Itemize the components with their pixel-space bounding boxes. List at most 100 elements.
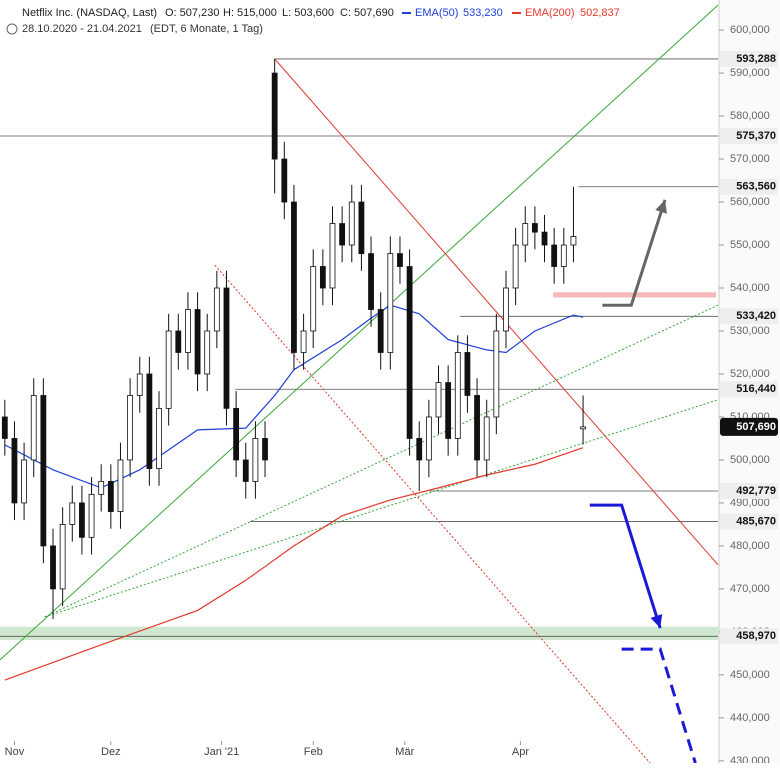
x-tick-label: Feb xyxy=(304,746,323,758)
y-tick-label: 450,000 xyxy=(730,669,770,681)
ohlc-close: C: 507,690 xyxy=(340,7,394,19)
candle-body xyxy=(204,330,211,375)
arrow xyxy=(602,199,667,307)
y-tick-label: 470,000 xyxy=(730,583,770,595)
candle-body xyxy=(69,502,76,525)
y-tick-label: 490,000 xyxy=(730,497,770,509)
legend-value: 502,837 xyxy=(580,7,620,19)
level-label: 458,970 xyxy=(736,630,776,642)
y-tick-label: 580,000 xyxy=(730,110,770,122)
candle-body xyxy=(570,236,577,246)
candle-body xyxy=(560,244,567,267)
chart-title: Netflix Inc. (NASDAQ, Last) xyxy=(22,7,157,19)
level-label-bg xyxy=(720,628,778,645)
y-tick-label: 430,000 xyxy=(730,755,770,763)
period-note: (EDT, 6 Monate, 1 Tag) xyxy=(150,23,263,35)
candle-body xyxy=(464,352,471,396)
candle-body xyxy=(551,244,558,267)
candle-body xyxy=(252,438,259,482)
candle-body xyxy=(358,201,365,255)
level-label: 533,420 xyxy=(736,310,776,322)
clock-icon xyxy=(6,23,18,35)
trend-line xyxy=(214,264,651,764)
level-label: 575,370 xyxy=(736,130,776,142)
level-label-bg xyxy=(720,513,778,530)
candle-body xyxy=(185,309,191,353)
plot: 600,000 590,000 580,000 570,000 560,000 550,0… xyxy=(0,4,778,767)
y-tick-label: 550,000 xyxy=(730,239,770,251)
arrow xyxy=(589,503,662,629)
candle-body xyxy=(50,545,56,590)
current-price-label: 507,690 xyxy=(736,421,776,433)
current-price-bg xyxy=(720,417,778,436)
level-label-bg xyxy=(720,178,778,195)
level-label-bg xyxy=(720,308,778,325)
x-tick-label: Nov xyxy=(5,746,25,758)
candle-body xyxy=(406,266,413,439)
candle-body xyxy=(531,223,538,233)
candle-body xyxy=(271,72,278,160)
candle-body xyxy=(30,395,37,461)
candle-body xyxy=(503,287,509,332)
level-label-bg xyxy=(720,50,778,67)
candle-body xyxy=(580,426,586,430)
candle-body xyxy=(387,253,394,353)
candle-body xyxy=(1,416,8,439)
candle-body xyxy=(319,266,326,289)
candle-body xyxy=(117,459,124,512)
y-tick-label: 530,000 xyxy=(730,325,770,337)
level-label-bg xyxy=(720,381,778,398)
level-label: 593,288 xyxy=(736,53,776,65)
candle-body xyxy=(397,253,403,267)
candle-body xyxy=(11,438,18,504)
band xyxy=(0,626,718,641)
candle-body xyxy=(40,395,47,547)
ohlc-high: H: 515,000 xyxy=(223,7,277,19)
ohlc-low: L: 503,600 xyxy=(282,7,334,19)
trend-line xyxy=(0,4,719,661)
candle-body xyxy=(127,395,134,461)
arrow xyxy=(621,647,697,764)
header: Netflix Inc. (NASDAQ, Last) O: 507,230 H… xyxy=(6,7,620,35)
candle-body xyxy=(348,201,355,246)
level-label: 492,779 xyxy=(736,485,776,497)
candle-body xyxy=(281,158,288,203)
candle-body xyxy=(541,231,548,246)
candle-body xyxy=(425,416,432,461)
legend-value: 533,230 xyxy=(463,7,503,19)
y-tick-label: 570,000 xyxy=(730,153,770,165)
candle-body xyxy=(175,330,182,353)
x-tick-label: Apr xyxy=(512,746,529,758)
ohlc-open: O: 507,230 xyxy=(165,7,219,19)
candle-body xyxy=(339,223,346,246)
y-tick-label: 440,000 xyxy=(730,712,770,724)
y-tick-label: 560,000 xyxy=(730,196,770,208)
ema-line xyxy=(4,304,584,489)
y-tick-label: 500,000 xyxy=(730,454,770,466)
candle-body xyxy=(512,244,519,289)
level-label: 516,440 xyxy=(736,383,776,395)
arrow-head xyxy=(655,199,667,214)
candle-body xyxy=(98,481,105,495)
level-label: 485,670 xyxy=(736,515,776,527)
y-tick-label: 590,000 xyxy=(730,67,770,79)
legend-entry: EMA(50) xyxy=(415,7,458,19)
x-tick-label: Mär xyxy=(395,746,414,758)
y-tick-label: 520,000 xyxy=(730,368,770,380)
candle-body xyxy=(233,407,240,461)
legend-entry: EMA(200) xyxy=(525,7,575,19)
candle-body xyxy=(107,481,114,512)
y-tick-label: 480,000 xyxy=(730,540,770,552)
x-tick-label: Jan '21 xyxy=(204,746,239,758)
level-label: 563,560 xyxy=(736,181,776,193)
arrow-head xyxy=(650,614,663,629)
candle-body xyxy=(329,223,336,289)
candle-body xyxy=(156,407,162,469)
candle-body xyxy=(79,502,85,538)
candle-body xyxy=(483,416,490,461)
candle-body xyxy=(416,438,423,461)
candle-body xyxy=(88,493,95,538)
candle-body xyxy=(445,382,452,439)
